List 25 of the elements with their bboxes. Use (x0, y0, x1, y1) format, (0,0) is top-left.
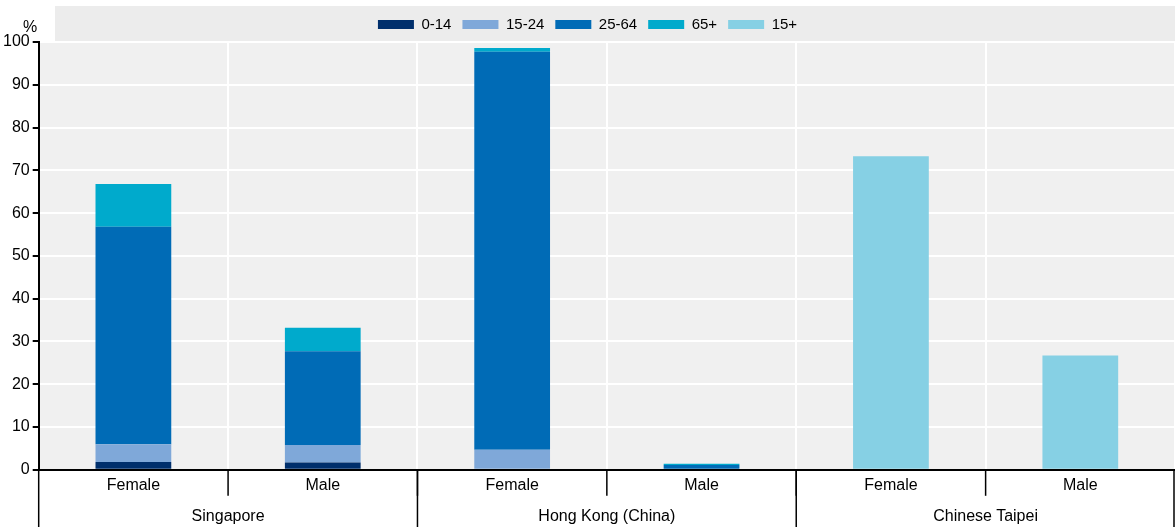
legend-label: 0-14 (421, 14, 452, 32)
x-tick-label: Male (305, 475, 341, 493)
y-tick-label: 80 (11, 117, 30, 135)
legend-label: 15-24 (505, 14, 545, 32)
y-tick-label: 70 (11, 160, 30, 178)
x-tick-label: Male (1062, 475, 1098, 493)
legend-label: 25-64 (598, 14, 638, 32)
y-tick-label: 50 (11, 246, 30, 264)
text: Chinese Taipei (933, 507, 1038, 524)
text: Singapore (191, 507, 265, 524)
y-tick-label: 60 (11, 203, 30, 221)
y-tick-label: 30 (11, 331, 30, 349)
y-tick-label: 40 (11, 289, 30, 307)
y-tick-label: 0 (20, 460, 30, 478)
x-tick-label: Male (684, 475, 719, 493)
x-tick-label: Female (864, 475, 918, 493)
y-tick-label: 90 (11, 75, 30, 93)
legend-label: 65+ (691, 14, 718, 32)
y-tick-label: 10 (11, 417, 30, 435)
x-tick-label: Female (106, 475, 161, 493)
text: Hong Kong (China) (538, 507, 676, 524)
y-tick-label: 100 (2, 32, 30, 50)
y-tick-label: 20 (11, 374, 30, 392)
x-tick-label: Female (485, 475, 539, 493)
legend-label: 15+ (771, 14, 798, 32)
